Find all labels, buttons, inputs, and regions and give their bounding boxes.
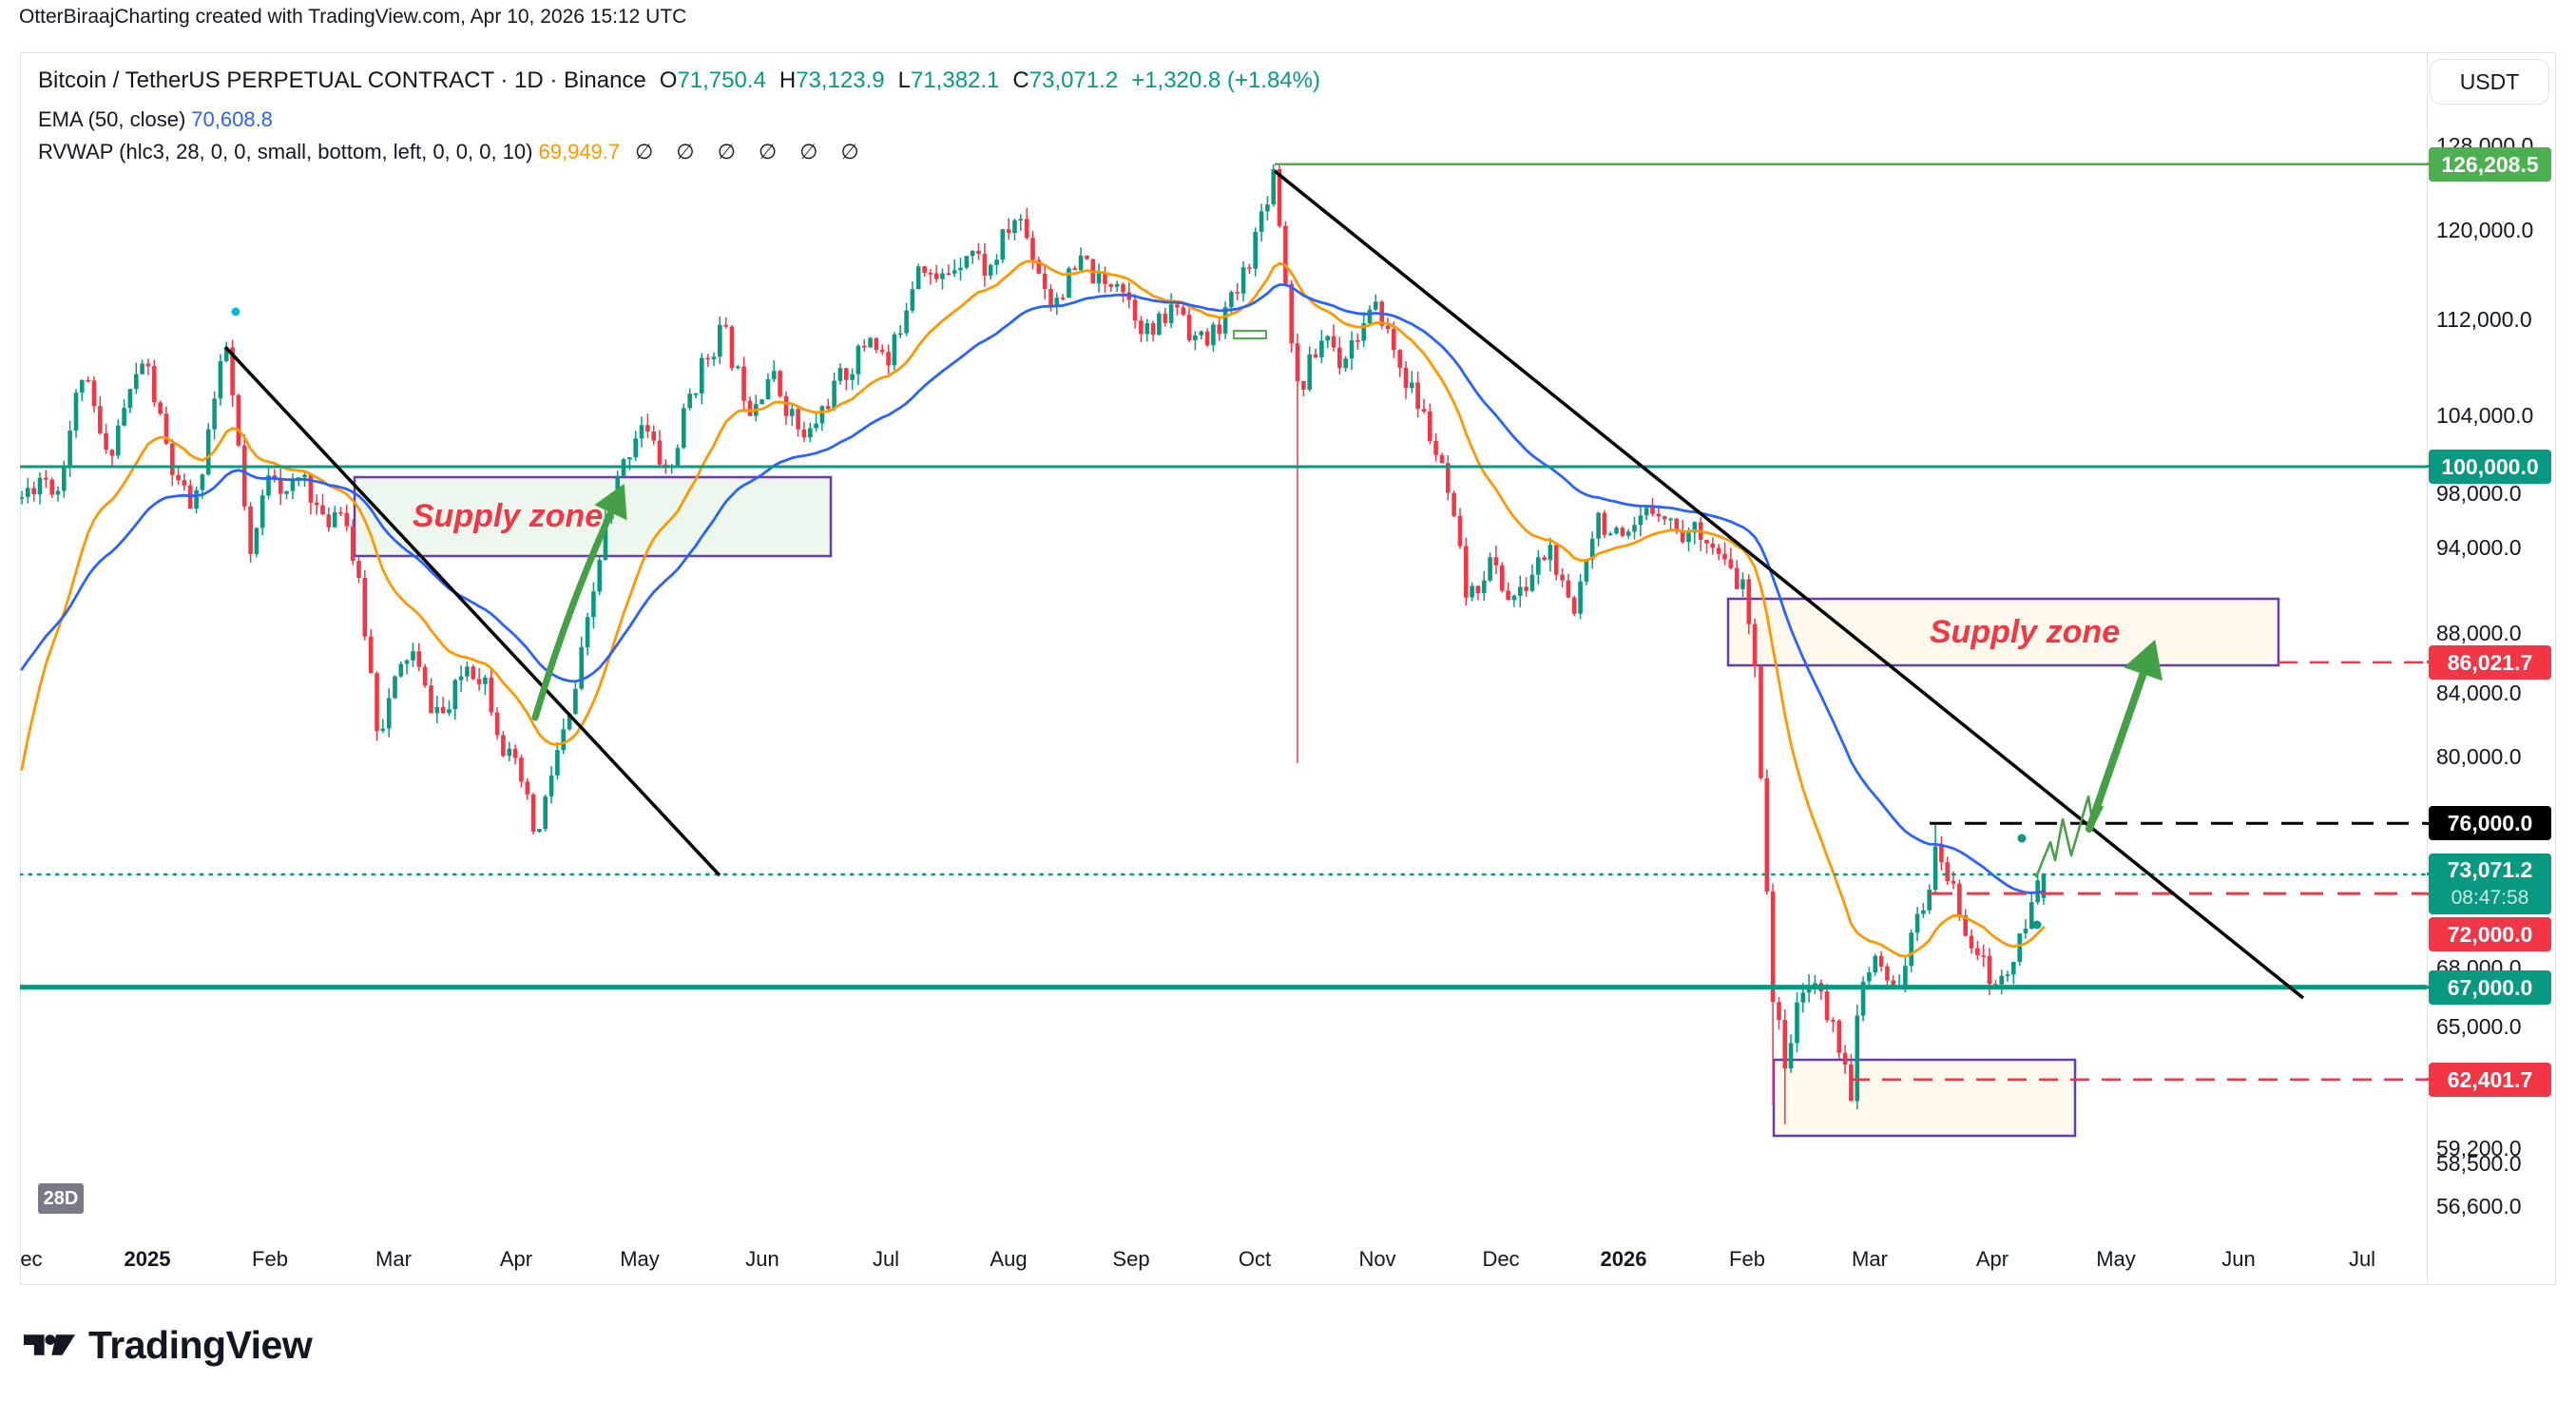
ema-line bbox=[20, 283, 2046, 894]
price-level-badge: 72,000.0 bbox=[2429, 917, 2551, 951]
tradingview-logo[interactable]: TradingView bbox=[24, 1319, 313, 1371]
tradingview-logo-icon bbox=[24, 1334, 75, 1355]
ohlc-letter: O bbox=[659, 67, 678, 93]
price-tick-label: 84,000.0 bbox=[2436, 681, 2522, 706]
price-axis[interactable]: 128,000.0 120,000.0 112,000.0 104,000.0 98,0… bbox=[2427, 0, 2557, 1401]
candle-bodies-down bbox=[31, 169, 1998, 1102]
price-tick-label: 94,000.0 bbox=[2436, 534, 2522, 560]
time-axis-label: Jul bbox=[872, 1247, 900, 1271]
price-tick-label: 104,000.0 bbox=[2436, 403, 2534, 429]
time-axis-label: 2025 bbox=[124, 1247, 171, 1271]
currency-toggle-button[interactable]: USDT bbox=[2430, 59, 2549, 105]
downtrend-line-2[interactable] bbox=[1273, 169, 2305, 1000]
change-value: +1,320.8 (+1.84%) bbox=[1131, 67, 1320, 93]
price-tick-label: 112,000.0 bbox=[2436, 307, 2532, 333]
time-axis-label: Jul bbox=[2348, 1247, 2376, 1271]
price-tick-label: 120,000.0 bbox=[2436, 217, 2534, 242]
time-axis-label: Apr bbox=[1975, 1247, 2009, 1271]
supply-zone-1-label: Supply zone bbox=[413, 498, 603, 534]
price-level-badge: 126,208.5 bbox=[2429, 146, 2551, 182]
demand-zone[interactable] bbox=[1772, 1058, 2077, 1138]
price-level-badge: 62,401.7 bbox=[2429, 1062, 2551, 1097]
ohlc-value: 71,750.4 bbox=[677, 67, 766, 93]
bar-countdown: 08:47:58 bbox=[2451, 886, 2529, 909]
time-axis-label: Feb bbox=[252, 1247, 288, 1271]
price-tick-label: 65,000.0 bbox=[2436, 1014, 2522, 1039]
mini-range-box[interactable] bbox=[1233, 330, 1267, 339]
time-axis-label: 2026 bbox=[1600, 1247, 1647, 1271]
ema-row[interactable]: EMA (50, close) 70,608.8 bbox=[38, 106, 1320, 134]
time-axis-label: Mar bbox=[1852, 1247, 1888, 1271]
ohlc-value: 73,071.2 bbox=[1028, 67, 1119, 93]
last-price-value: 73,071.2 bbox=[2447, 856, 2533, 882]
interval-badge: 28D bbox=[38, 1183, 84, 1214]
downtrend-line-1[interactable] bbox=[223, 345, 721, 877]
ema-value: 70,608.8 bbox=[191, 107, 273, 131]
supply-zone-2-label: Supply zone bbox=[1930, 614, 2120, 650]
price-tick-label: 80,000.0 bbox=[2436, 744, 2522, 770]
rvwap-empty-values: ∅ ∅ ∅ ∅ ∅ ∅ bbox=[635, 140, 868, 163]
ohlc-value: 73,123.9 bbox=[796, 67, 885, 93]
projection-arrow-1[interactable] bbox=[531, 483, 627, 721]
chart-legend: Bitcoin / TetherUS PERPETUAL CONTRACT · … bbox=[38, 67, 1320, 166]
ohlc-letter: H bbox=[779, 67, 797, 93]
tradingview-logo-text: TradingView bbox=[88, 1322, 313, 1367]
symbol-title[interactable]: Bitcoin / TetherUS PERPETUAL CONTRACT · … bbox=[38, 67, 646, 93]
chart-canvas[interactable]: Supply zone Supply zone bbox=[20, 52, 2427, 1236]
candle-wicks-down bbox=[32, 163, 1997, 1124]
attribution-text: OtterBiraajCharting created with Trading… bbox=[19, 6, 687, 28]
projection-arrow-2[interactable] bbox=[2086, 639, 2163, 833]
price-tick-label: 88,000.0 bbox=[2436, 620, 2522, 645]
widget-border-right bbox=[2555, 52, 2556, 1284]
ohlc-letter: C bbox=[1012, 67, 1029, 93]
time-axis-label: Dec bbox=[20, 1247, 43, 1271]
price-tick-label: 56,600.0 bbox=[2436, 1194, 2522, 1219]
marker-dot bbox=[231, 307, 240, 317]
widget-border-top bbox=[20, 52, 2555, 53]
time-axis-label: Aug bbox=[990, 1247, 1028, 1271]
price-tick-label: 59,200.0 bbox=[2436, 1135, 2522, 1161]
time-axis-label: Nov bbox=[1358, 1247, 1396, 1271]
rvwap-line bbox=[20, 259, 2046, 958]
time-axis-label: Jun bbox=[2221, 1247, 2256, 1271]
last-price-badge: 73,071.2 08:47:58 bbox=[2429, 853, 2551, 914]
rvwap-label: RVWAP (hlc3, 28, 0, 0, small, bottom, le… bbox=[38, 140, 533, 163]
time-axis-label: Sep bbox=[1112, 1247, 1150, 1271]
ohlc-letter: L bbox=[897, 67, 911, 93]
price-tick-label: 98,000.0 bbox=[2436, 480, 2522, 506]
time-axis-label: Jun bbox=[745, 1247, 779, 1271]
rvwap-value: 69,949.7 bbox=[538, 140, 621, 163]
price-axis-border bbox=[2427, 52, 2428, 1284]
price-level-badge: 76,000.0 bbox=[2429, 806, 2551, 841]
time-axis-label: May bbox=[620, 1247, 660, 1271]
price-level-badge: 100,000.0 bbox=[2429, 449, 2551, 484]
widget-border-bottom bbox=[20, 1284, 2555, 1285]
ema-label: EMA (50, close) bbox=[38, 107, 186, 131]
widget-border-left bbox=[20, 52, 21, 1284]
ohlc-value: 71,382.1 bbox=[910, 67, 1000, 93]
symbol-row[interactable]: Bitcoin / TetherUS PERPETUAL CONTRACT · … bbox=[38, 67, 1320, 95]
ohlc-values: O71,750.4 H73,123.9 L71,382.1 C73,071.2 bbox=[646, 67, 1118, 93]
marker-dot bbox=[2032, 920, 2042, 930]
price-level-badge: 67,000.0 bbox=[2429, 969, 2551, 1005]
price-level-badge: 86,021.7 bbox=[2429, 644, 2551, 680]
time-axis-label: Apr bbox=[499, 1247, 533, 1271]
time-axis-label: May bbox=[2096, 1247, 2136, 1271]
time-axis[interactable]: Dec 2025 Feb Mar Apr May Jun Jul Aug Sep Oct Nov Dec… bbox=[20, 1236, 2427, 1284]
marker-dot bbox=[2017, 834, 2027, 843]
time-axis-label: Feb bbox=[1729, 1247, 1765, 1271]
time-axis-label: Oct bbox=[1238, 1247, 1272, 1271]
time-axis-label: Dec bbox=[1482, 1247, 1520, 1271]
price-tick-label: 58,500.0 bbox=[2436, 1151, 2522, 1177]
rvwap-row[interactable]: RVWAP (hlc3, 28, 0, 0, small, bottom, le… bbox=[38, 138, 1320, 166]
time-axis-label: Mar bbox=[375, 1247, 412, 1271]
